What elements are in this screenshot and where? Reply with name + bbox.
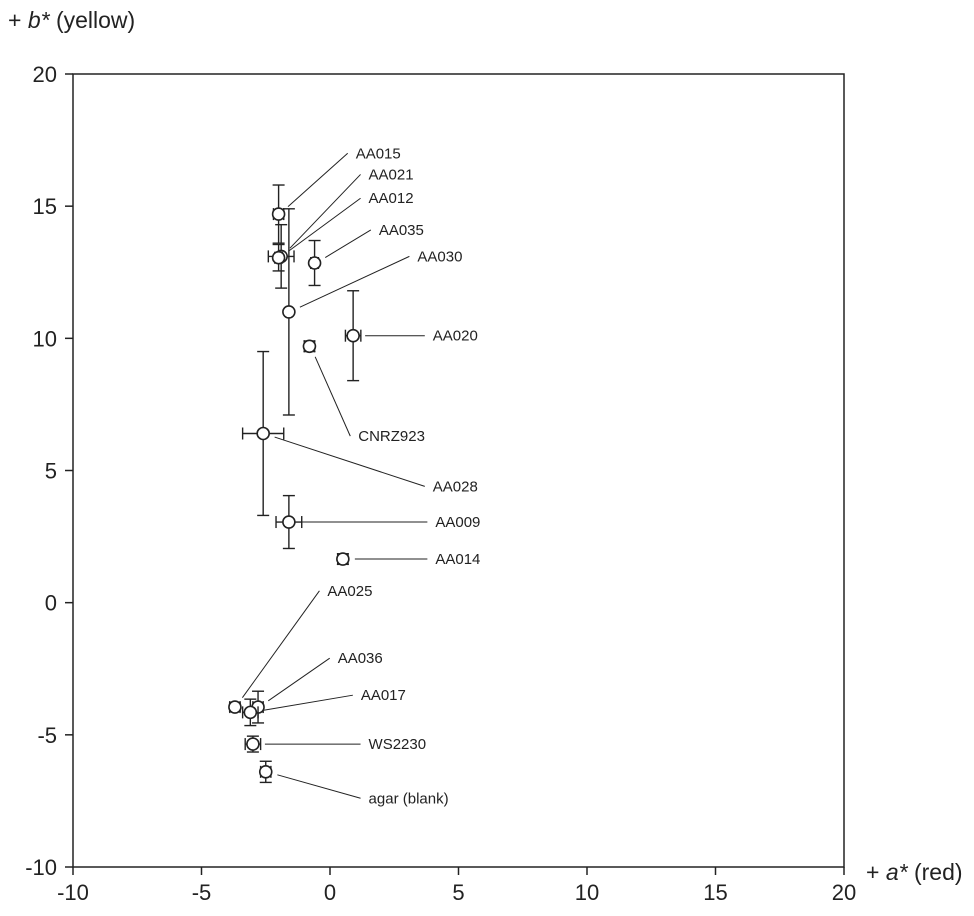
y-tick-label: 5	[45, 459, 57, 484]
point-label: AA035	[379, 222, 424, 239]
x-tick-label: -5	[192, 880, 212, 905]
data-point	[244, 735, 262, 753]
point-label: AA012	[369, 190, 414, 207]
point-marker	[307, 256, 322, 270]
point-marker	[228, 700, 242, 714]
leader-line	[277, 774, 361, 799]
y-tick-label: 15	[33, 194, 57, 219]
data-point	[271, 243, 286, 272]
point-marker	[282, 305, 296, 319]
point-marker	[246, 737, 260, 751]
y-tick-label: 10	[33, 326, 57, 351]
leader-line	[241, 590, 320, 698]
x-tick-label: -10	[57, 880, 89, 905]
data-point	[302, 339, 317, 354]
point-label: CNRZ923	[358, 428, 425, 445]
y-tick-label: 0	[45, 591, 57, 616]
x-tick-label: 15	[703, 880, 727, 905]
leader-line	[324, 229, 372, 258]
point-label: WS2230	[369, 736, 427, 753]
point-marker	[256, 426, 270, 441]
leader-line	[267, 657, 330, 702]
point-label: AA020	[433, 328, 478, 345]
point-marker	[271, 207, 286, 221]
point-label: AA017	[361, 687, 406, 704]
point-label: AA014	[435, 551, 480, 568]
point-label: agar (blank)	[369, 790, 449, 807]
data-point	[282, 208, 296, 416]
x-axis-label-prefix: +	[866, 859, 886, 885]
data-point	[241, 698, 259, 727]
x-tick-label: 10	[575, 880, 599, 905]
leader-line	[299, 255, 410, 308]
point-label: AA025	[327, 583, 372, 600]
point-label: AA028	[433, 478, 478, 495]
y-axis-label: + b* (yellow)	[8, 7, 135, 33]
data-point	[271, 184, 286, 244]
x-tick-label: 5	[452, 880, 464, 905]
point-marker	[271, 250, 286, 265]
x-tick-label: 0	[324, 880, 336, 905]
plot-area	[72, 73, 845, 868]
data-points	[228, 184, 362, 784]
x-axis-label-suffix: (red)	[908, 859, 963, 885]
x-tick-label: 20	[832, 880, 856, 905]
y-axis-label-var: b*	[28, 7, 51, 33]
leader-line	[314, 356, 351, 437]
data-point	[258, 760, 273, 784]
point-marker	[346, 328, 360, 343]
point-label: AA015	[356, 145, 401, 162]
leader-line	[289, 174, 361, 249]
point-marker	[282, 515, 296, 529]
y-axis-label-prefix: +	[8, 7, 28, 33]
point-label: AA036	[338, 650, 383, 667]
x-axis-label-var: a*	[886, 859, 909, 885]
leader-line	[274, 436, 425, 487]
point-label: AA030	[417, 248, 462, 265]
data-point	[275, 494, 303, 550]
data-point	[228, 700, 242, 714]
label-leader-lines	[241, 152, 428, 799]
leader-line	[262, 694, 353, 712]
leader-line	[287, 152, 349, 208]
point-marker	[336, 552, 350, 566]
data-point	[344, 290, 362, 382]
y-tick-label: 20	[33, 62, 57, 87]
data-point	[307, 239, 322, 287]
data-labels: AA015 AA021 AA012 AA035 AA030 AA020 CNRZ923 AA0…	[327, 145, 480, 807]
x-axis-label: + a* (red)	[866, 859, 963, 885]
y-tick-label: -10	[25, 855, 57, 880]
point-marker	[302, 339, 317, 354]
data-point	[241, 350, 285, 517]
y-tick-label: -5	[37, 723, 57, 748]
point-label: AA021	[369, 166, 414, 183]
data-point	[336, 552, 350, 566]
point-marker	[243, 705, 258, 720]
point-label: AA009	[435, 514, 480, 531]
axis-ticks: -10 -5 0 5 10 15 20 -10 -5 0 5 10 15 20	[25, 62, 856, 905]
point-marker	[258, 765, 273, 779]
leader-line	[288, 197, 361, 252]
y-axis-label-suffix: (yellow)	[50, 7, 136, 33]
